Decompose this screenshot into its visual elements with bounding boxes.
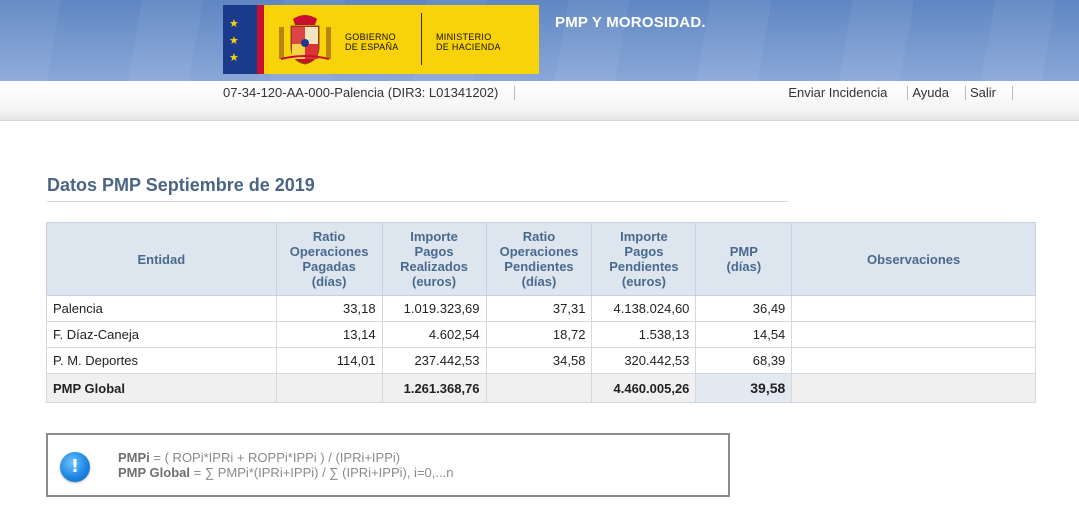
formula-pmpi: PMPi = ( ROPi*IPRi + ROPPi*IPPi ) / (IPR… (118, 450, 401, 465)
coat-of-arms-icon (279, 15, 331, 65)
formula-info-box: ! PMPi = ( ROPi*IPRi + ROPPi*IPPi ) / (I… (46, 433, 730, 497)
top-nav: Enviar Incidencia Ayuda Salir (788, 86, 1013, 100)
cell-total-ipp: 4.460.005,26 (591, 373, 697, 403)
cell-entidad: Palencia (46, 295, 277, 322)
flag-stripe (257, 5, 264, 74)
cell-ipr: 237.442,53 (381, 347, 487, 374)
app-title: PMP Y MOROSIDAD. (555, 14, 706, 31)
cell-rop: 114,01 (275, 347, 383, 374)
cell-empty (791, 373, 1036, 403)
eu-flag-icon: ★ ★ ★ (223, 5, 257, 74)
cell-empty (275, 373, 383, 403)
cell-ropp: 34,58 (485, 347, 593, 374)
cell-pmp-global: 39,58 (695, 373, 793, 403)
government-logo[interactable]: ★ ★ ★ GOBIERNO DE ESPAÑA MINISTERIO DE H… (223, 5, 539, 74)
table-row: F. Díaz-Caneja 13,14 4.602,54 18,72 1.53… (46, 321, 1036, 348)
cell-total-label: PMP Global (46, 373, 277, 403)
cell-observaciones (791, 347, 1036, 374)
cell-pmp: 68,39 (695, 347, 793, 374)
cell-rop: 33,18 (275, 295, 383, 322)
header-ratio-operaciones-pagadas: Ratio Operaciones Pagadas (días) (275, 222, 383, 296)
header-ratio-operaciones-pendientes: Ratio Operaciones Pendientes (días) (485, 222, 593, 296)
page-title: Datos PMP Septiembre de 2019 (47, 175, 315, 195)
info-icon: ! (60, 452, 90, 482)
nav-salir[interactable]: Salir (966, 86, 1013, 100)
header-observaciones: Observaciones (791, 222, 1036, 296)
cell-ipp: 4.138.024,60 (591, 295, 697, 322)
nav-enviar-incidencia[interactable]: Enviar Incidencia (788, 86, 909, 100)
cell-entidad: P. M. Deportes (46, 347, 277, 374)
cell-total-ipr: 1.261.368,76 (381, 373, 487, 403)
header-importe-pagos-realizados: Importe Pagos Realizados (euros) (381, 222, 487, 296)
logo-divider (421, 13, 422, 65)
organization-code: 07-34-120-AA-000-Palencia (DIR3: L013412… (223, 86, 516, 100)
table-header-row: Entidad Ratio Operaciones Pagadas (días) I… (46, 222, 1036, 296)
formula-pmp-global: PMP Global = ∑ PMPi*(IPRi+IPPi) / ∑ (IPR… (118, 465, 454, 480)
header-entidad: Entidad (46, 222, 277, 296)
table-total-row: PMP Global 1.261.368,76 4.460.005,26 39,… (46, 373, 1036, 403)
cell-observaciones (791, 295, 1036, 322)
cell-entidad: F. Díaz-Caneja (46, 321, 277, 348)
cell-ipr: 4.602,54 (381, 321, 487, 348)
cell-ipp: 320.442,53 (591, 347, 697, 374)
cell-empty (485, 373, 593, 403)
banner-texture (0, 0, 1079, 81)
cell-ropp: 37,31 (485, 295, 593, 322)
header-importe-pagos-pendientes: Importe Pagos Pendientes (euros) (591, 222, 697, 296)
ministerio-logo-text: MINISTERIO DE HACIENDA (436, 32, 501, 52)
cell-rop: 13,14 (275, 321, 383, 348)
nav-ayuda[interactable]: Ayuda (908, 86, 966, 100)
cell-ropp: 18,72 (485, 321, 593, 348)
cell-pmp: 14,54 (695, 321, 793, 348)
cell-ipr: 1.019.323,69 (381, 295, 487, 322)
table-row: Palencia 33,18 1.019.323,69 37,31 4.138.… (46, 295, 1036, 322)
cell-ipp: 1.538,13 (591, 321, 697, 348)
cell-observaciones (791, 321, 1036, 348)
sub-navigation-bar: 07-34-120-AA-000-Palencia (DIR3: L013412… (0, 81, 1079, 121)
gobierno-logo-text: GOBIERNO DE ESPAÑA (345, 32, 399, 52)
header-banner: ★ ★ ★ GOBIERNO DE ESPAÑA MINISTERIO DE H… (0, 0, 1079, 81)
table-row: P. M. Deportes 114,01 237.442,53 34,58 3… (46, 347, 1036, 374)
title-divider (47, 201, 788, 202)
cell-pmp: 36,49 (695, 295, 793, 322)
pmp-table: Entidad Ratio Operaciones Pagadas (días) I… (46, 222, 1036, 403)
header-pmp: PMP (días) (695, 222, 793, 296)
